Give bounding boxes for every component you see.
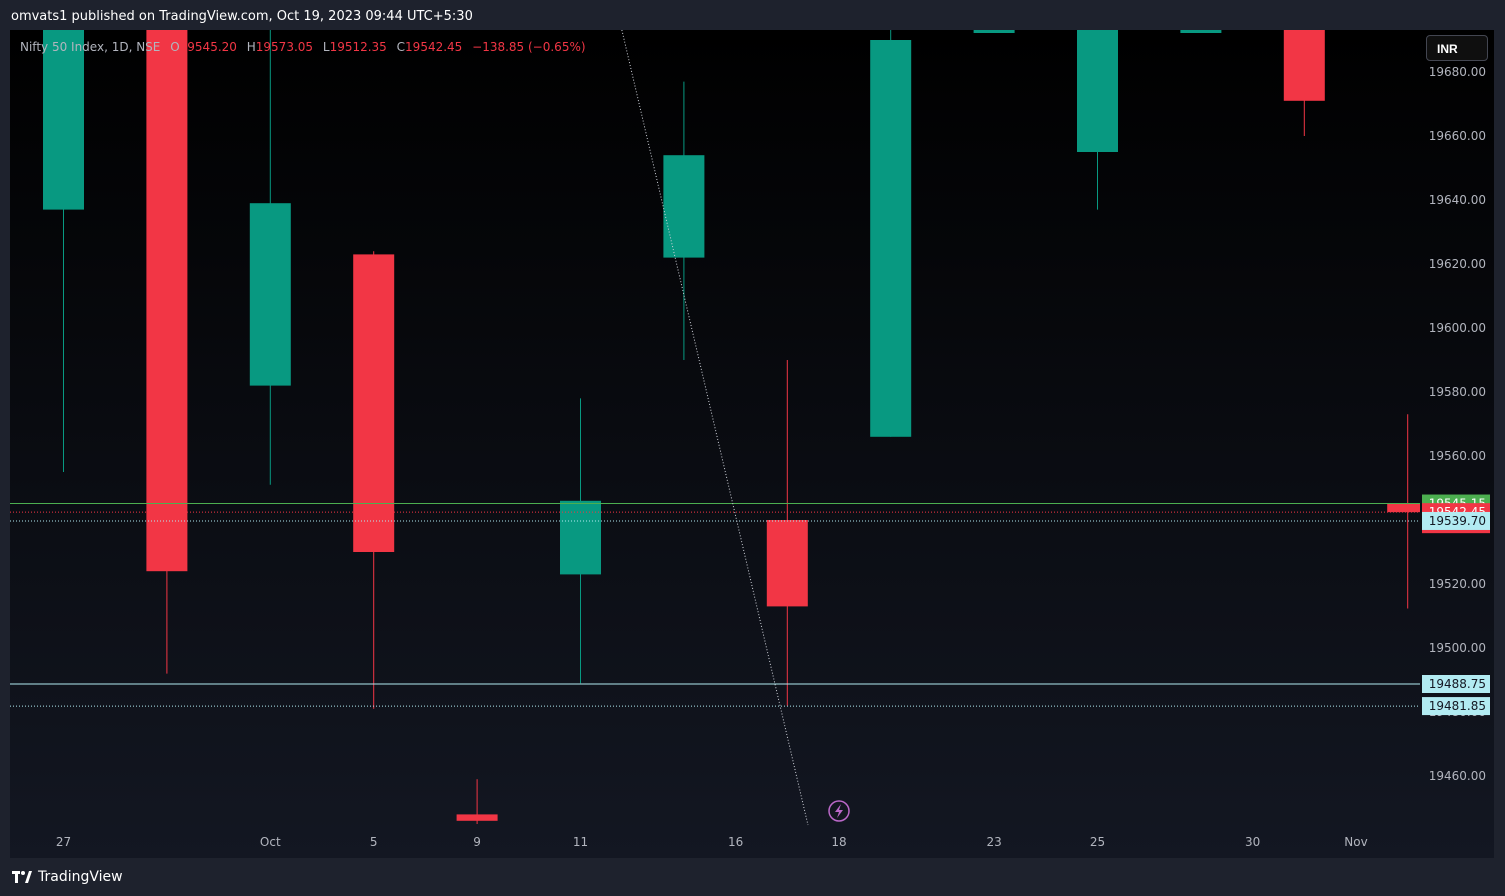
candle-body <box>663 155 705 258</box>
candle[interactable] <box>1387 414 1420 609</box>
legend-high: 19573.05 <box>255 40 314 54</box>
price-tag-label: 19539.70 <box>1429 514 1486 528</box>
candle-body <box>1180 30 1222 33</box>
candle[interactable] <box>973 30 1015 33</box>
y-tick-label: 19600.00 <box>1429 321 1486 335</box>
y-tick-label: 19520.00 <box>1429 577 1486 591</box>
y-tick-label: 19680.00 <box>1429 65 1486 79</box>
candle[interactable] <box>249 30 291 485</box>
price-tag[interactable]: 19539.70 <box>1422 511 1490 530</box>
x-tick-label: 18 <box>831 835 846 849</box>
candle[interactable] <box>146 30 188 674</box>
chart-background <box>10 30 1494 858</box>
currency-button[interactable]: INR <box>1426 35 1488 61</box>
legend-low-key: L <box>322 40 330 54</box>
time-axis: 27 Oct 5 9 11 16 18 23 25 30 Nov <box>56 835 1368 849</box>
flash-icon[interactable] <box>828 800 850 822</box>
legend-close-key: C <box>396 40 406 54</box>
candle-body <box>249 203 291 386</box>
legend-symbol: Nifty 50 Index, 1D, NSE <box>20 40 161 54</box>
candle[interactable] <box>766 360 808 706</box>
chart-area[interactable]: 19680.00 19660.00 19640.00 19620.00 19600.00… <box>10 29 1494 858</box>
legend-change: −138.85 (−0.65%) <box>472 40 586 54</box>
y-tick-label: 19580.00 <box>1429 385 1486 399</box>
candle-body <box>766 520 808 607</box>
candle-body <box>1077 30 1118 152</box>
candle[interactable] <box>663 81 705 360</box>
publisher-bar: omvats1 published on TradingView.com, Oc… <box>0 0 1505 30</box>
candle[interactable] <box>1283 30 1325 136</box>
price-tag[interactable]: 19481.85 <box>1422 697 1490 716</box>
tradingview-logo-text: TradingView <box>38 869 123 885</box>
price-tag-label: 19481.85 <box>1429 699 1486 713</box>
candle-body <box>146 30 188 572</box>
y-tick-label: 19620.00 <box>1429 257 1486 271</box>
candle-body <box>1283 30 1325 101</box>
price-tag[interactable]: 19488.75 <box>1422 675 1490 693</box>
x-tick-label: 27 <box>56 835 71 849</box>
legend-low: 19512.35 <box>329 40 387 54</box>
x-tick-label: 9 <box>473 835 481 849</box>
candle[interactable] <box>43 30 84 472</box>
x-tick-label: 11 <box>573 835 588 849</box>
trend-line[interactable] <box>621 29 809 826</box>
candle-body <box>1387 503 1420 513</box>
price-labels: 19545.1519542.4505:45:0219539.7019488.75… <box>1422 494 1490 716</box>
legend-high-key: H <box>246 40 256 54</box>
candle[interactable] <box>1180 30 1222 33</box>
candle[interactable] <box>1077 30 1118 210</box>
x-tick-label: 25 <box>1090 835 1105 849</box>
x-tick-label: Nov <box>1344 835 1367 849</box>
candle-body <box>43 30 84 210</box>
footer-bar <box>0 858 1505 896</box>
legend-open-key: O <box>170 40 180 54</box>
candle-body <box>870 40 912 437</box>
publisher-text: omvats1 published on TradingView.com, Oc… <box>11 9 473 24</box>
candle-body <box>456 814 498 821</box>
tradingview-logo-icon <box>12 871 32 883</box>
candle[interactable] <box>353 251 395 709</box>
price-tag-label: 19488.75 <box>1429 677 1486 691</box>
price-tag-box <box>1422 511 1490 530</box>
candle-body <box>560 500 601 575</box>
x-tick-label: Oct <box>260 835 281 849</box>
x-tick-label: 16 <box>728 835 743 849</box>
y-tick-label: 19560.00 <box>1429 449 1486 463</box>
price-tag-box <box>1422 675 1490 693</box>
price-lines <box>10 503 1420 707</box>
x-tick-label: 30 <box>1245 835 1260 849</box>
x-tick-label: 23 <box>986 835 1001 849</box>
candle[interactable] <box>870 30 912 437</box>
legend-close: 19542.45 <box>405 40 463 54</box>
x-tick-label: 5 <box>370 835 378 849</box>
candle-body <box>353 254 395 552</box>
price-tag-box <box>1422 697 1490 716</box>
candle-body <box>973 30 1015 33</box>
candlestick-chart[interactable]: 19680.00 19660.00 19640.00 19620.00 19600.00… <box>10 29 1494 858</box>
trendline <box>621 29 809 826</box>
y-tick-label: 19660.00 <box>1429 129 1486 143</box>
y-tick-label: 19460.00 <box>1429 769 1486 783</box>
candles <box>43 30 1420 824</box>
candle[interactable] <box>560 398 601 684</box>
tradingview-logo[interactable]: TradingView <box>12 869 123 885</box>
candle[interactable] <box>456 779 498 824</box>
y-tick-label: 19640.00 <box>1429 193 1486 207</box>
y-tick-label: 19500.00 <box>1429 641 1486 655</box>
legend-open: 19545.20 <box>179 40 237 54</box>
symbol-legend: Nifty 50 Index, 1D, NSE O19545.20 H19573… <box>20 40 586 54</box>
